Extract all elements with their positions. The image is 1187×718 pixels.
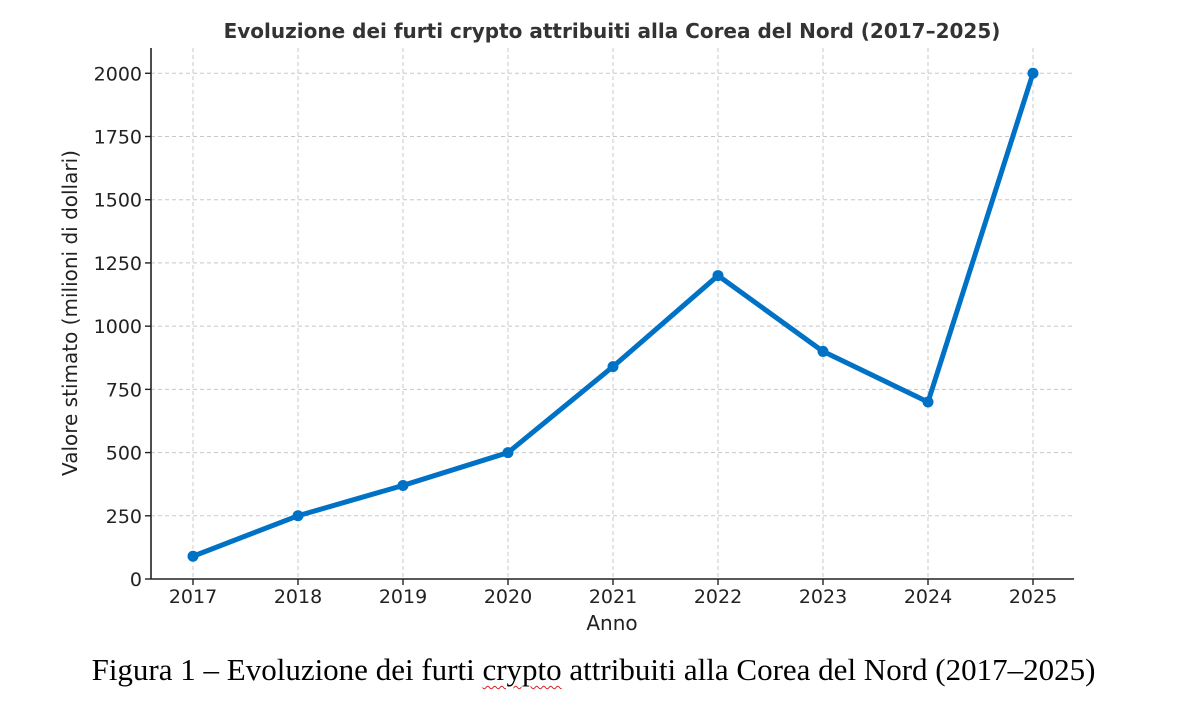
x-tick-label: 2024: [904, 586, 952, 608]
y-tick-label: 1750: [94, 127, 142, 149]
data-point: [292, 510, 304, 522]
chart-title: Evoluzione dei furti crypto attribuiti a…: [224, 19, 1001, 43]
data-point: [397, 479, 409, 491]
y-tick-label: 750: [106, 379, 142, 401]
y-axis-label: Valore stimato (milioni di dollari): [58, 150, 82, 476]
data-point: [187, 550, 199, 562]
caption-text: Figura 1 – Evoluzione dei furti crypto a…: [92, 652, 1096, 687]
y-tick-label: 250: [106, 506, 142, 528]
x-tick-label: 2017: [169, 586, 217, 608]
data-point: [1027, 67, 1039, 79]
data-point: [817, 345, 829, 357]
x-tick-label: 2025: [1009, 586, 1057, 608]
line-chart: Evoluzione dei furti crypto attribuiti a…: [58, 19, 1074, 635]
y-tick-label: 1000: [94, 316, 142, 338]
data-point: [712, 270, 724, 282]
y-tick-label: 0: [130, 569, 142, 591]
x-tick-label: 2023: [799, 586, 847, 608]
y-tick-label: 500: [106, 443, 142, 465]
x-tick-label: 2022: [694, 586, 742, 608]
figure-caption: Figura 1 – Evoluzione dei furti crypto a…: [0, 652, 1187, 688]
data-point: [607, 361, 619, 373]
x-tick-label: 2018: [274, 586, 322, 608]
x-tick-label: 2020: [484, 586, 532, 608]
x-axis-label: Anno: [586, 611, 637, 635]
caption-after: attribuiti alla Corea del Nord (2017–202…: [561, 652, 1096, 687]
x-tick-label: 2021: [589, 586, 637, 608]
tick-labels: 0 250 500 750 1000 1250 1500 1750 2000 2017 2018 20…: [94, 63, 1058, 608]
data-point: [922, 396, 934, 408]
data-point: [502, 447, 514, 459]
caption-before: Figura 1 – Evoluzione dei furti: [91, 652, 483, 687]
series: [187, 67, 1039, 562]
y-tick-label: 1250: [94, 253, 142, 275]
caption-flagged-word[interactable]: crypto: [482, 652, 562, 687]
x-tick-label: 2019: [379, 586, 427, 608]
y-tick-label: 2000: [94, 63, 142, 85]
y-tick-label: 1500: [94, 190, 142, 212]
axes: [145, 48, 1074, 585]
grid: [151, 48, 1074, 579]
